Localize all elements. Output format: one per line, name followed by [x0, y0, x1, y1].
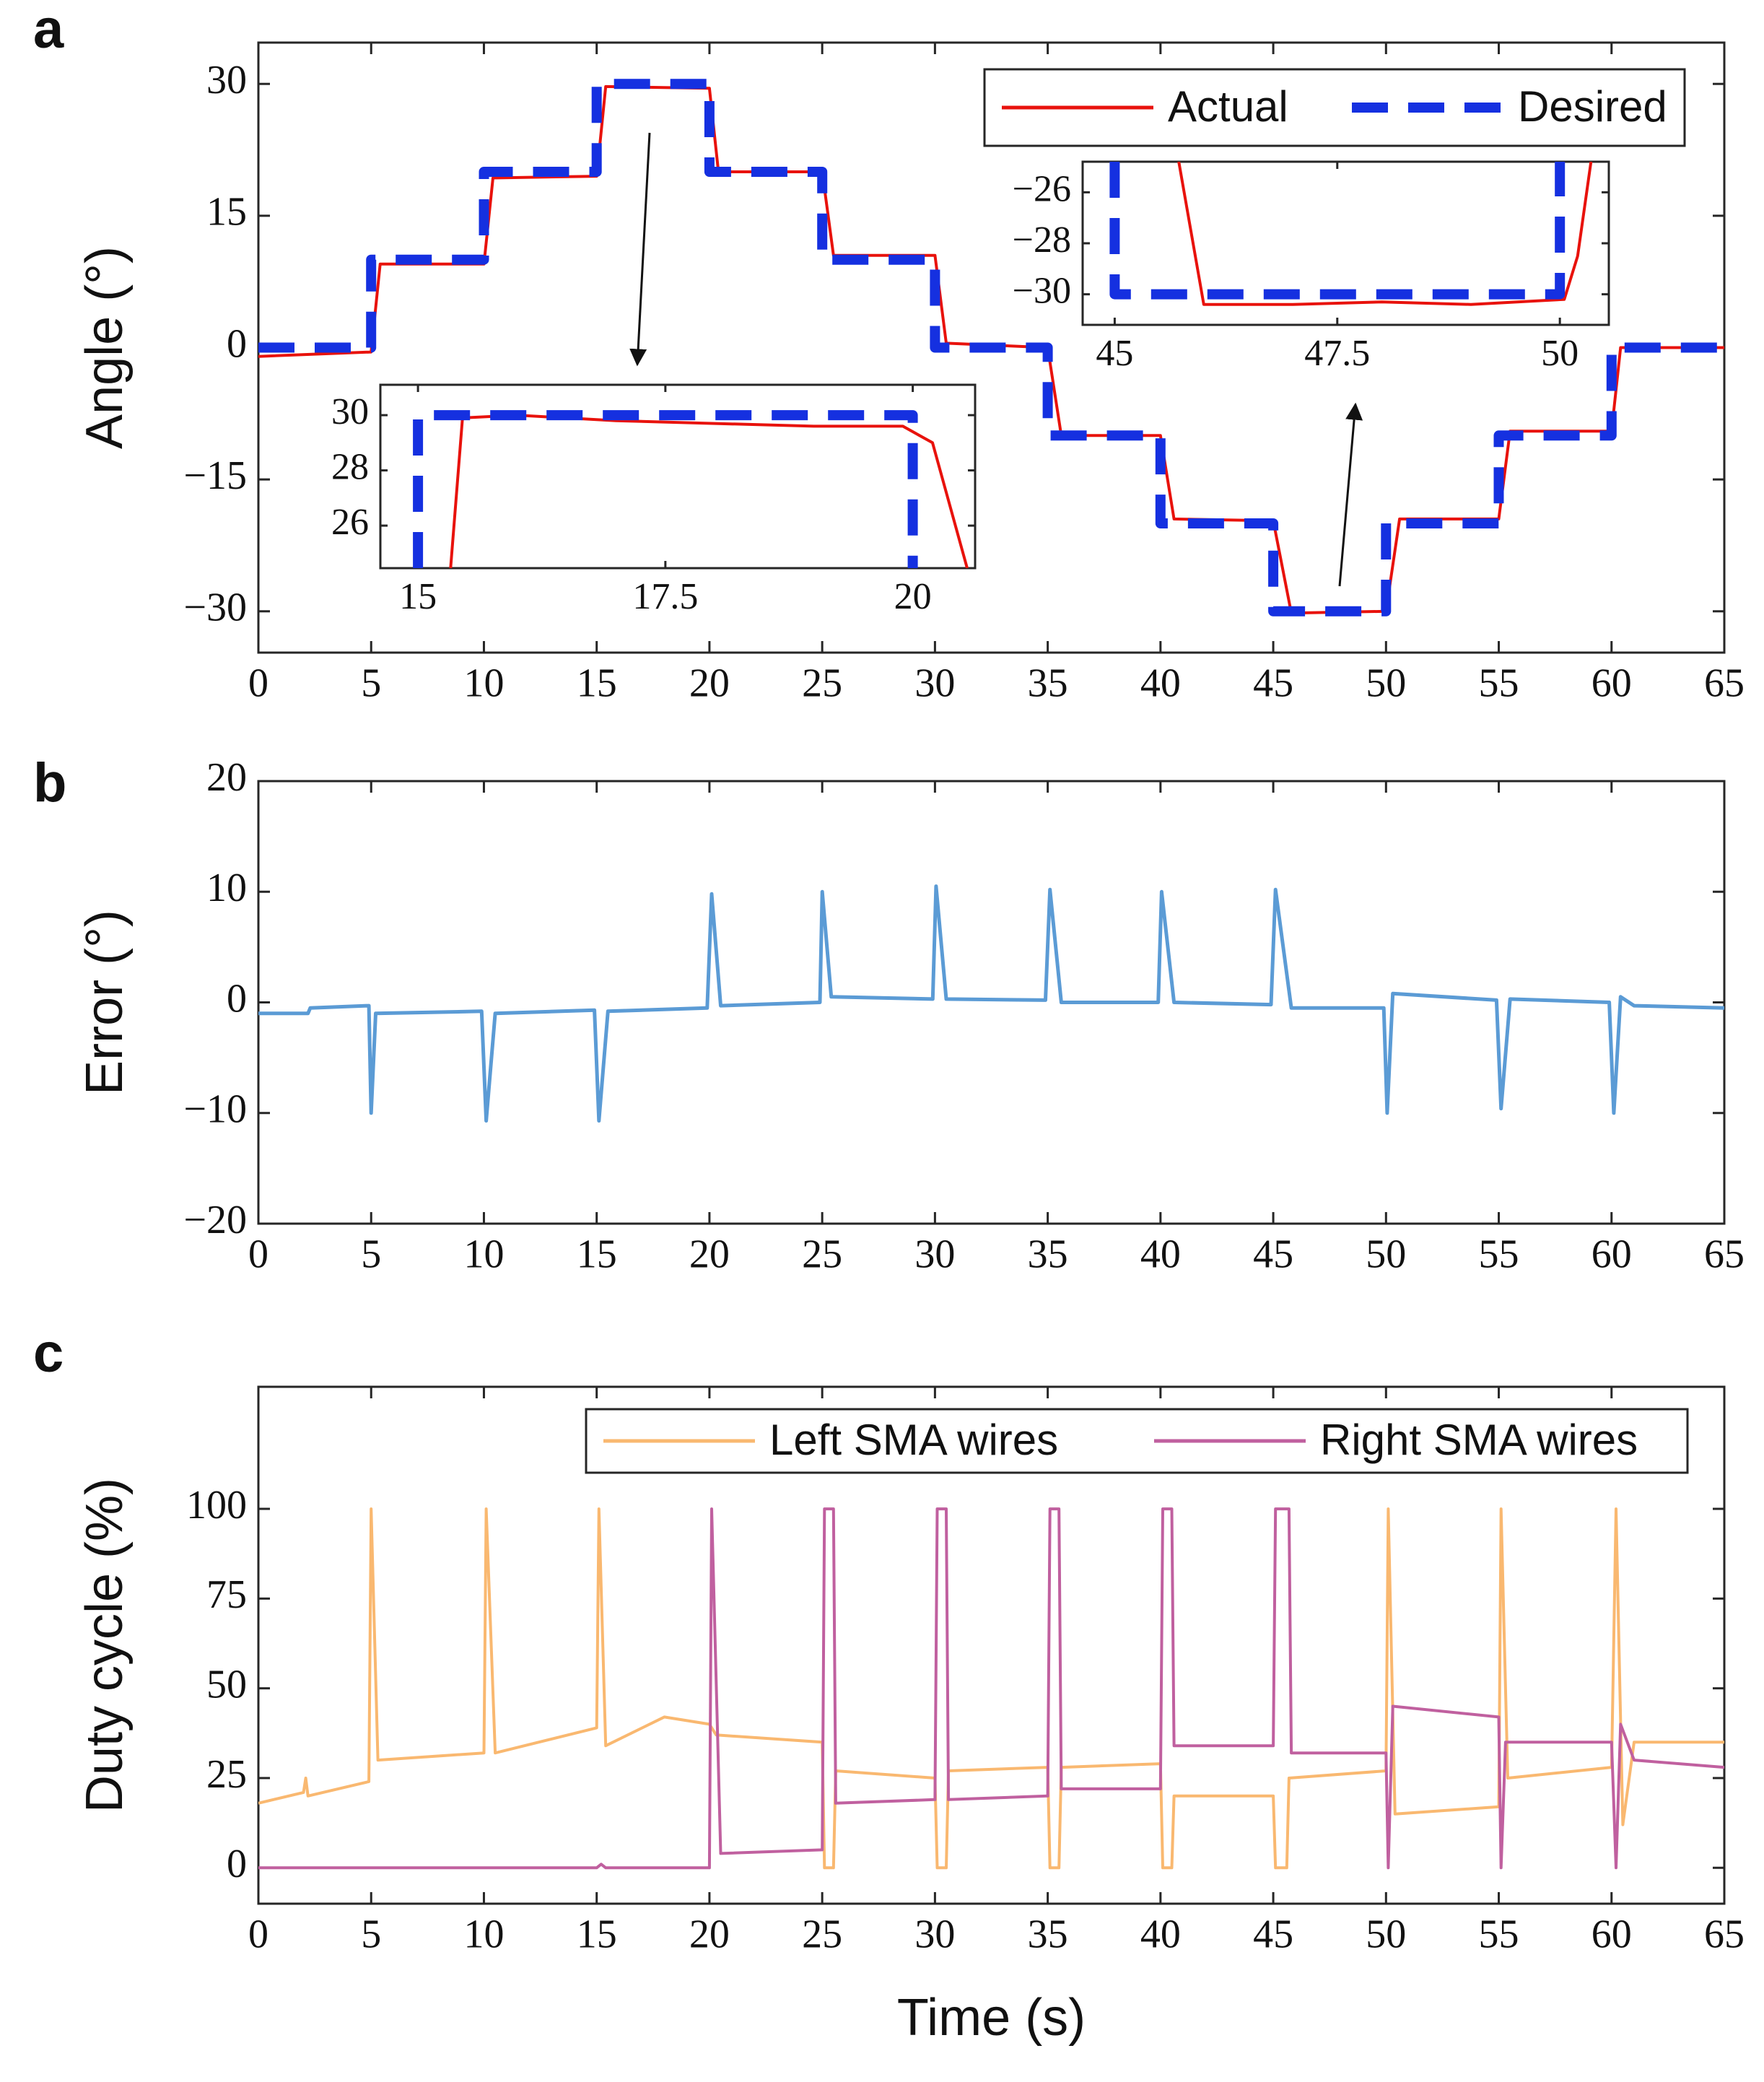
- series-line: [449, 414, 969, 568]
- x-tick-label: 25: [802, 1912, 842, 1956]
- x-tick-label: 35: [1028, 661, 1068, 705]
- x-tick-label: 55: [1479, 661, 1519, 705]
- y-tick-label: −15: [183, 453, 247, 498]
- x-tick-label: 20: [689, 661, 730, 705]
- x-tick-label: 50: [1366, 1232, 1406, 1276]
- x-tick-label: 5: [361, 1912, 381, 1956]
- x-tick-label: 40: [1140, 1232, 1181, 1276]
- x-tick-label: 15: [577, 1232, 617, 1276]
- y-axis-label: Angle (°): [76, 246, 134, 449]
- series-line: [1177, 162, 1593, 306]
- x-tick-label: 45: [1253, 1912, 1293, 1956]
- series-line: [1109, 162, 1566, 300]
- y-tick-label: 0: [227, 976, 247, 1021]
- x-tick-label: 60: [1591, 1232, 1632, 1276]
- legend-label: Desired: [1518, 82, 1667, 131]
- x-tick-label: 25: [802, 661, 842, 705]
- x-tick-label: 15: [399, 576, 437, 617]
- y-tick-label: 30: [331, 391, 369, 432]
- y-axis-label: Error (°): [76, 910, 134, 1095]
- x-tick-label: 65: [1704, 1232, 1745, 1276]
- x-tick-label: 10: [463, 661, 504, 705]
- y-tick-label: 26: [331, 502, 369, 543]
- x-tick-label: 60: [1591, 661, 1632, 705]
- y-tick-label: −28: [1013, 219, 1071, 261]
- x-tick-label: 45: [1253, 1232, 1293, 1276]
- y-tick-label: −10: [183, 1087, 247, 1132]
- x-tick-label: 35: [1028, 1232, 1068, 1276]
- x-tick-label: 47.5: [1304, 333, 1370, 374]
- y-tick-label: 28: [331, 447, 369, 488]
- y-tick-label: 50: [206, 1663, 247, 1707]
- y-tick-label: −26: [1013, 168, 1071, 209]
- y-axis-label: Duty cycle (%): [76, 1478, 134, 1813]
- y-tick-label: 75: [206, 1572, 247, 1617]
- x-tick-label: 30: [914, 1912, 955, 1956]
- y-tick-label: 0: [227, 321, 247, 366]
- x-tick-label: 25: [802, 1232, 842, 1276]
- panel-label: b: [33, 752, 66, 814]
- x-tick-label: 17.5: [632, 576, 698, 617]
- series-line: [258, 884, 1724, 1123]
- x-tick-label: 50: [1366, 661, 1406, 705]
- x-tick-label: 20: [894, 576, 932, 617]
- y-tick-label: 10: [206, 866, 247, 910]
- x-tick-label: 45: [1253, 661, 1293, 705]
- legend-box: [585, 1408, 1689, 1474]
- x-axis-label: Time (s): [897, 1989, 1086, 2047]
- plot-area: [257, 780, 1726, 1225]
- x-tick-label: 50: [1366, 1912, 1406, 1956]
- y-tick-label: 100: [186, 1483, 247, 1528]
- legend-label: Actual: [1168, 82, 1288, 131]
- series-line: [258, 79, 1724, 617]
- y-tick-label: 30: [206, 58, 247, 103]
- x-tick-label: 5: [361, 1232, 381, 1276]
- legend-label: Left SMA wires: [769, 1416, 1058, 1464]
- arrow: [629, 132, 651, 367]
- panel-label: a: [33, 0, 64, 60]
- x-tick-label: 35: [1028, 1912, 1068, 1956]
- x-tick-label: 40: [1140, 1912, 1181, 1956]
- panel-label: c: [33, 1323, 64, 1384]
- x-tick-label: 30: [914, 1232, 955, 1276]
- x-tick-label: 45: [1096, 333, 1133, 374]
- x-tick-label: 5: [361, 661, 381, 705]
- x-tick-label: 10: [463, 1912, 504, 1956]
- y-tick-label: −30: [1013, 271, 1071, 312]
- arrow: [1338, 402, 1363, 587]
- y-tick-label: 20: [206, 755, 247, 800]
- legend-label: Right SMA wires: [1320, 1416, 1638, 1464]
- x-tick-label: 10: [463, 1232, 504, 1276]
- x-tick-label: 60: [1591, 1912, 1632, 1956]
- x-tick-label: 65: [1704, 1912, 1745, 1956]
- y-tick-label: 15: [206, 190, 247, 235]
- x-tick-label: 20: [689, 1912, 730, 1956]
- x-tick-label: 40: [1140, 661, 1181, 705]
- x-tick-label: 15: [577, 661, 617, 705]
- x-tick-label: 20: [689, 1232, 730, 1276]
- x-tick-label: 65: [1704, 661, 1745, 705]
- x-tick-label: 30: [914, 661, 955, 705]
- x-tick-label: 0: [248, 1912, 268, 1956]
- x-tick-label: 55: [1479, 1232, 1519, 1276]
- series-line: [413, 410, 918, 568]
- series-line: [258, 1507, 1724, 1870]
- y-tick-label: 25: [206, 1752, 247, 1797]
- x-tick-label: 0: [248, 1232, 268, 1276]
- x-tick-label: 15: [577, 1912, 617, 1956]
- x-tick-label: 55: [1479, 1912, 1519, 1956]
- x-tick-label: 0: [248, 661, 268, 705]
- y-tick-label: 0: [227, 1842, 247, 1886]
- y-tick-label: −20: [183, 1198, 247, 1242]
- y-tick-label: −30: [183, 585, 247, 630]
- x-tick-label: 50: [1541, 333, 1579, 374]
